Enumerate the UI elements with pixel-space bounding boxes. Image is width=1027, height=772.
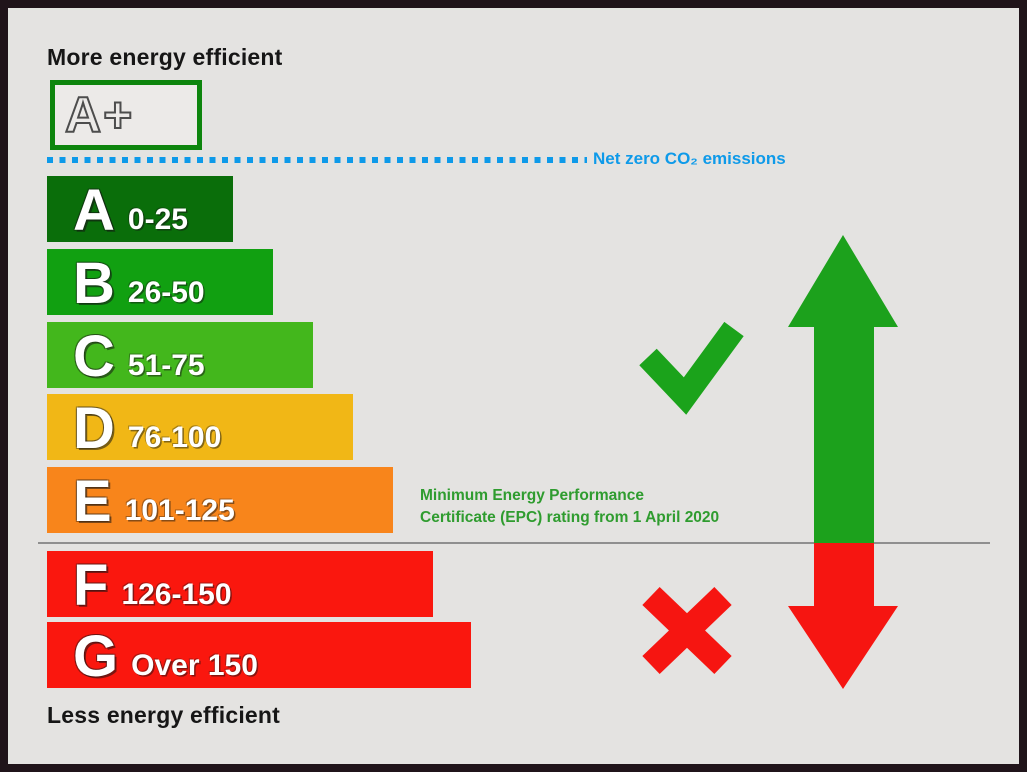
band-letter: D [73, 396, 115, 461]
band-range: 101-125 [124, 494, 235, 527]
band-range: 51-75 [127, 349, 205, 382]
band-letter: A [73, 178, 115, 243]
cross-icon [642, 586, 732, 675]
minimum-epc-separator-line [38, 542, 990, 544]
less-efficient-label: Less energy efficient [47, 702, 281, 728]
net-zero-label: Net zero CO₂ emissions [593, 149, 786, 168]
check-icon [639, 321, 744, 415]
band-letter: C [73, 324, 115, 389]
band-range: 76-100 [127, 421, 222, 454]
band-range: 0-25 [127, 203, 188, 236]
band-range: Over 150 [131, 649, 258, 682]
epc-note-line2: Certificate (EPC) rating from 1 April 20… [420, 508, 720, 526]
rating-band-b: B 26-50 [47, 249, 273, 315]
band-letter: G [73, 624, 119, 689]
a-plus-rating-box: A+ [50, 80, 202, 150]
band-letter: F [73, 553, 109, 618]
a-plus-label: A+ [64, 87, 135, 143]
band-letter: E [73, 469, 112, 534]
band-range: 126-150 [121, 578, 232, 611]
rating-band-g: G Over 150 [47, 622, 471, 688]
epc-note-line1: Minimum Energy Performance [420, 487, 644, 504]
band-range: 26-50 [127, 276, 205, 309]
rating-band-a: A 0-25 [47, 176, 233, 242]
rating-band-f: F 126-150 [47, 551, 433, 617]
rating-band-c: C 51-75 [47, 322, 313, 388]
band-letter: B [73, 251, 115, 316]
rating-band-e: E 101-125 [47, 467, 393, 533]
rating-band-d: D 76-100 [47, 394, 353, 460]
more-efficient-label: More energy efficient [47, 44, 283, 70]
net-zero-dotted-line [47, 157, 587, 163]
minimum-epc-note: Minimum Energy Performance Certificate (… [420, 485, 719, 528]
arrow-down-icon [788, 543, 898, 689]
arrow-up-icon [788, 235, 898, 543]
